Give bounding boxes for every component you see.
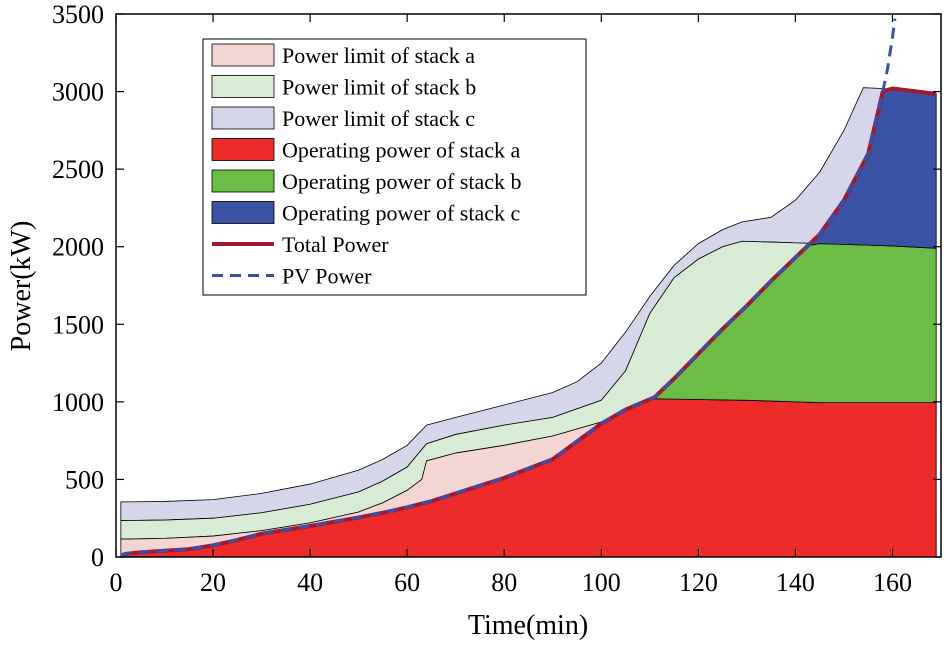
legend-swatch [211, 201, 275, 224]
legend-label: Operating power of stack c [282, 201, 520, 226]
y-tick-label: 1500 [52, 310, 104, 339]
legend-label: Power limit of stack b [282, 75, 476, 100]
x-tick-label: 0 [110, 568, 123, 597]
x-tick-label: 160 [873, 568, 912, 597]
y-tick-label: 2000 [52, 233, 104, 262]
legend: Power limit of stack a Power limit of sta… [202, 38, 587, 296]
legend-label: PV Power [282, 264, 372, 289]
legend-label: Operating power of stack a [282, 138, 520, 163]
y-tick-label: 500 [65, 465, 104, 494]
x-tick-label: 40 [297, 568, 323, 597]
y-tick-label: 3500 [52, 0, 104, 29]
legend-swatch [211, 106, 275, 130]
x-tick-label: 20 [200, 568, 226, 597]
legend-swatch [211, 43, 275, 67]
y-tick-label: 3000 [52, 78, 104, 107]
pv-power-line [120, 18, 897, 557]
legend-label: Total Power [282, 232, 389, 257]
legend-label: Power limit of stack c [282, 106, 475, 131]
legend-swatch [211, 169, 275, 193]
y-tick-label: 1000 [52, 388, 104, 417]
x-tick-label: 60 [394, 568, 420, 597]
x-axis-label: Time(min) [468, 610, 588, 641]
legend-label: Operating power of stack b [282, 169, 521, 194]
line-layer [120, 18, 937, 558]
y-axis-label: Power(kW) [6, 221, 37, 352]
x-tick-label: 80 [491, 568, 517, 597]
legend-label: Power limit of stack a [282, 43, 475, 68]
x-tick-label: 120 [679, 568, 718, 597]
y-tick-label: 0 [91, 543, 104, 572]
x-tick-label: 100 [582, 568, 621, 597]
plot-frame [115, 13, 942, 558]
legend-swatch [211, 138, 275, 161]
y-tick-label: 2500 [52, 155, 104, 184]
tick-layer: 0 20 40 60 80 100 120 140 160 0 500 1000 1500 2000 250… [52, 0, 941, 597]
legend-swatch [211, 75, 275, 98]
x-tick-label: 140 [776, 568, 815, 597]
area-layer [120, 87, 937, 558]
